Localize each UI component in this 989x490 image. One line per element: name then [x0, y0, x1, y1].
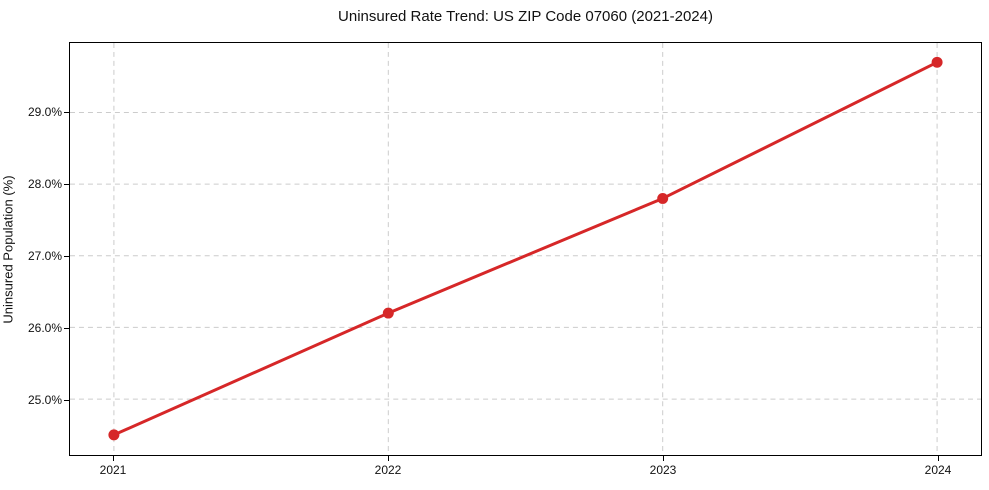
x-tick-label: 2024	[924, 463, 952, 477]
x-tick-mark	[938, 456, 939, 461]
y-tick-label: 29.0%	[27, 104, 62, 119]
x-tick-mark	[113, 456, 114, 461]
chart-title: Uninsured Rate Trend: US ZIP Code 07060 …	[338, 8, 713, 25]
x-tick-label: 2021	[99, 463, 127, 477]
y-tick-label: 25.0%	[27, 392, 62, 407]
y-tick-mark	[64, 183, 69, 185]
data-point-marker	[657, 192, 669, 204]
y-tick-mark	[64, 327, 69, 329]
x-tick-mark	[663, 456, 664, 461]
y-tick-label: 26.0%	[27, 320, 62, 335]
data-point-marker	[382, 307, 394, 319]
y-tick-mark	[64, 111, 69, 113]
x-tick-mark	[388, 456, 389, 461]
data-point-marker	[931, 56, 943, 68]
plot-area	[69, 42, 982, 456]
y-tick-label: 28.0%	[27, 176, 62, 191]
data-point-marker	[108, 429, 120, 441]
y-tick-mark	[64, 399, 69, 401]
x-tick-label: 2022	[374, 463, 402, 477]
y-tick-label: 27.0%	[27, 248, 62, 263]
trend-line	[112, 60, 939, 437]
x-tick-label: 2023	[649, 463, 677, 477]
line-chart-canvas	[70, 43, 981, 455]
y-tick-mark	[64, 255, 69, 257]
